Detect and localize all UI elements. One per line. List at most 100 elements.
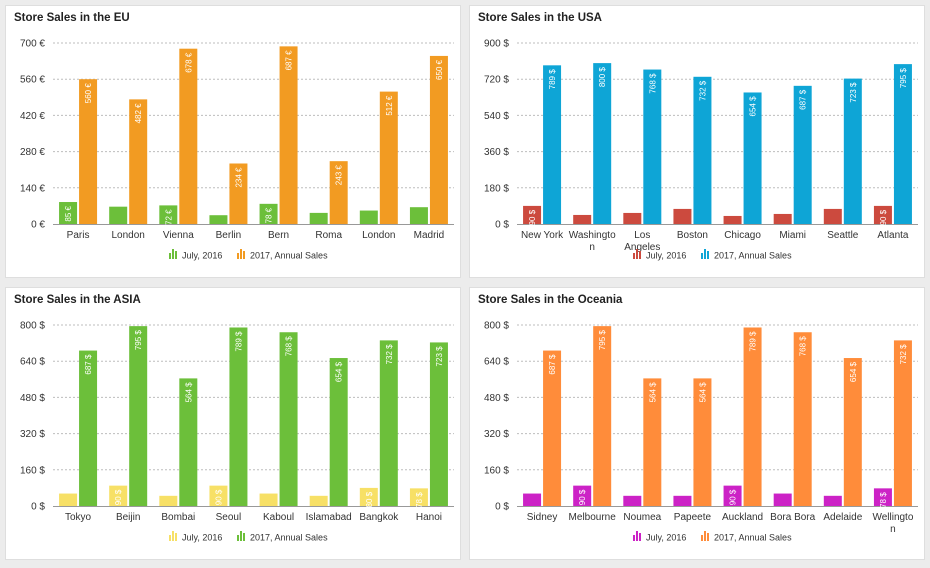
bar: [259, 493, 278, 506]
bar: [109, 206, 128, 224]
data-label: 564 $: [648, 382, 657, 403]
legend-icon: [175, 251, 177, 259]
data-label: 795 $: [134, 330, 143, 351]
legend-item: 2017, Annual Sales: [701, 531, 792, 543]
data-label: 482 €: [134, 103, 143, 124]
bar: [643, 378, 662, 506]
bar: [523, 493, 542, 506]
legend-icon: [707, 251, 709, 259]
x-tick-label: Tokyo: [65, 512, 92, 523]
y-tick-label: 720 $: [484, 75, 509, 86]
legend-icon: [172, 249, 174, 259]
legend-label: 2017, Annual Sales: [714, 533, 792, 543]
legend-icon: [175, 533, 177, 541]
x-tick-label: Vienna: [163, 230, 194, 241]
legend-icon: [701, 253, 703, 259]
x-tick-label: Boston: [677, 230, 708, 241]
data-label: 687 $: [548, 354, 557, 375]
y-tick-label: 320 $: [484, 429, 509, 440]
y-tick-label: 0 €: [31, 220, 45, 231]
bar: [309, 495, 328, 506]
legend-icon: [240, 531, 242, 541]
x-tick-label: Seattle: [827, 230, 859, 241]
bar: [773, 493, 792, 506]
legend-item: July, 2016: [169, 531, 222, 543]
bar: [209, 215, 228, 224]
legend-icon: [636, 531, 638, 541]
bar: [723, 215, 742, 224]
x-tick-label: Bora Bora: [770, 512, 815, 523]
bar: [873, 205, 892, 224]
legend-icon: [701, 535, 703, 541]
x-tick-label: Miami: [779, 230, 806, 241]
y-tick-label: 800 $: [484, 321, 509, 332]
y-tick-label: 420 €: [20, 111, 45, 122]
bar: [793, 85, 812, 224]
y-tick-label: 0 $: [31, 502, 45, 513]
chart-asia: 0 $ 160 $ 320 $ 480 $ 640 $ 800 $ 687 $ Tokyo 90…: [20, 321, 454, 543]
bar: [543, 65, 562, 224]
legend-icon: [639, 251, 641, 259]
bar: [359, 487, 378, 506]
legend-item: July, 2016: [169, 249, 222, 261]
bar: [359, 210, 378, 224]
legend-icon: [169, 253, 171, 259]
bar: [693, 76, 712, 224]
legend-icon: [633, 253, 635, 259]
legend-item: July, 2016: [633, 531, 686, 543]
y-tick-label: 480 $: [484, 393, 509, 404]
chart-panel-asia: Store Sales in the ASIA 0 $ 160 $ 320 $ 480…: [5, 287, 461, 560]
x-tick-label: Angeles: [624, 242, 660, 253]
bar: [429, 342, 448, 506]
data-label: 723 $: [435, 346, 444, 367]
legend-icon: [639, 533, 641, 541]
legend-label: July, 2016: [646, 533, 686, 543]
bar: [109, 485, 128, 506]
legend-item: 2017, Annual Sales: [237, 249, 328, 261]
bar: [593, 326, 612, 506]
bar: [179, 48, 198, 225]
legend-label: July, 2016: [182, 251, 222, 261]
x-tick-label: Berlin: [216, 230, 242, 241]
x-tick-label: Melbourne: [569, 512, 617, 523]
chart-oceania: 0 $ 160 $ 320 $ 480 $ 640 $ 800 $ 687 $ Sidney 9…: [484, 321, 918, 543]
legend-label: 2017, Annual Sales: [714, 251, 792, 261]
x-tick-label: Roma: [315, 230, 342, 241]
chart-panel-oceania: Store Sales in the Oceania 0 $ 160 $ 320 $…: [469, 287, 925, 560]
bar: [309, 212, 328, 224]
data-label: 732 $: [385, 344, 394, 365]
bar: [623, 212, 642, 224]
data-label: 723 $: [849, 82, 858, 103]
legend-label: 2017, Annual Sales: [250, 533, 328, 543]
data-label: 654 $: [849, 361, 858, 382]
data-label: 78 $: [415, 492, 424, 508]
x-tick-label: Noumea: [623, 512, 661, 523]
bar: [673, 495, 692, 506]
legend-icon: [240, 249, 242, 259]
bar: [79, 79, 98, 224]
bar: [593, 63, 612, 224]
data-label: 654 $: [335, 361, 344, 382]
chart-title: Store Sales in the USA: [478, 12, 602, 24]
chart-eu: 0 € 140 € 280 € 420 € 560 € 700 € 85 € 560 € Par…: [20, 39, 454, 261]
data-label: 800 $: [598, 67, 607, 88]
bar: [179, 378, 198, 506]
bar: [893, 340, 912, 506]
y-tick-label: 560 €: [20, 75, 45, 86]
y-tick-label: 640 $: [20, 357, 45, 368]
chart-panel-eu: Store Sales in the EU 0 € 140 € 280 € 420 €…: [5, 5, 461, 278]
data-label: 789 $: [234, 331, 243, 352]
bar: [573, 214, 592, 224]
data-label: 90 $: [528, 209, 537, 225]
legend-icon: [707, 533, 709, 541]
legend-icon: [172, 531, 174, 541]
data-label: 78 $: [879, 492, 888, 508]
bar: [773, 213, 792, 224]
legend-icon: [237, 535, 239, 541]
bar: [409, 207, 428, 224]
data-label: 795 $: [598, 330, 607, 351]
data-label: 85 €: [64, 205, 73, 221]
data-label: 795 $: [899, 68, 908, 89]
y-tick-label: 160 $: [20, 465, 45, 476]
data-label: 78 €: [265, 207, 274, 223]
